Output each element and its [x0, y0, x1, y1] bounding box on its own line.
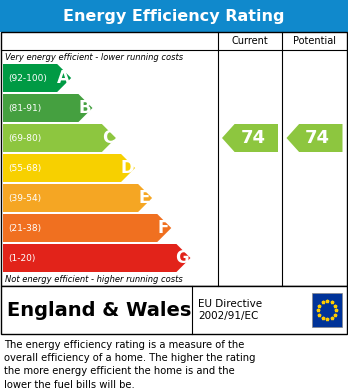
Text: Energy Efficiency Rating: Energy Efficiency Rating: [63, 9, 285, 23]
Text: Not energy efficient - higher running costs: Not energy efficient - higher running co…: [5, 275, 183, 284]
Polygon shape: [3, 124, 116, 152]
Text: 74: 74: [241, 129, 266, 147]
Polygon shape: [286, 124, 342, 152]
Text: A: A: [57, 69, 70, 87]
Polygon shape: [3, 154, 135, 182]
Polygon shape: [3, 64, 71, 92]
Text: Potential: Potential: [293, 36, 336, 46]
Polygon shape: [3, 184, 152, 212]
Text: Very energy efficient - lower running costs: Very energy efficient - lower running co…: [5, 53, 183, 62]
Bar: [0, 0, 348, 32]
Text: (21-38): (21-38): [8, 224, 41, 233]
Text: (55-68): (55-68): [8, 163, 41, 172]
Polygon shape: [3, 244, 190, 272]
Text: EU Directive
2002/91/EC: EU Directive 2002/91/EC: [198, 299, 262, 321]
Text: F: F: [158, 219, 169, 237]
Text: (1-20): (1-20): [8, 253, 35, 262]
Text: B: B: [78, 99, 91, 117]
Text: (92-100): (92-100): [8, 74, 47, 83]
Text: (81-91): (81-91): [8, 104, 41, 113]
Bar: [312, 293, 342, 327]
Text: (69-80): (69-80): [8, 133, 41, 142]
Text: C: C: [102, 129, 114, 147]
Text: The energy efficiency rating is a measure of the
overall efficiency of a home. T: The energy efficiency rating is a measur…: [4, 340, 255, 389]
Text: 74: 74: [305, 129, 330, 147]
Bar: [1, 32, 347, 286]
Text: (39-54): (39-54): [8, 194, 41, 203]
Text: E: E: [139, 189, 150, 207]
Text: England & Wales: England & Wales: [7, 301, 191, 319]
Text: G: G: [175, 249, 189, 267]
Polygon shape: [3, 94, 93, 122]
Polygon shape: [222, 124, 278, 152]
Bar: [1, 286, 347, 334]
Text: D: D: [120, 159, 134, 177]
Polygon shape: [3, 214, 171, 242]
Text: Current: Current: [232, 36, 268, 46]
